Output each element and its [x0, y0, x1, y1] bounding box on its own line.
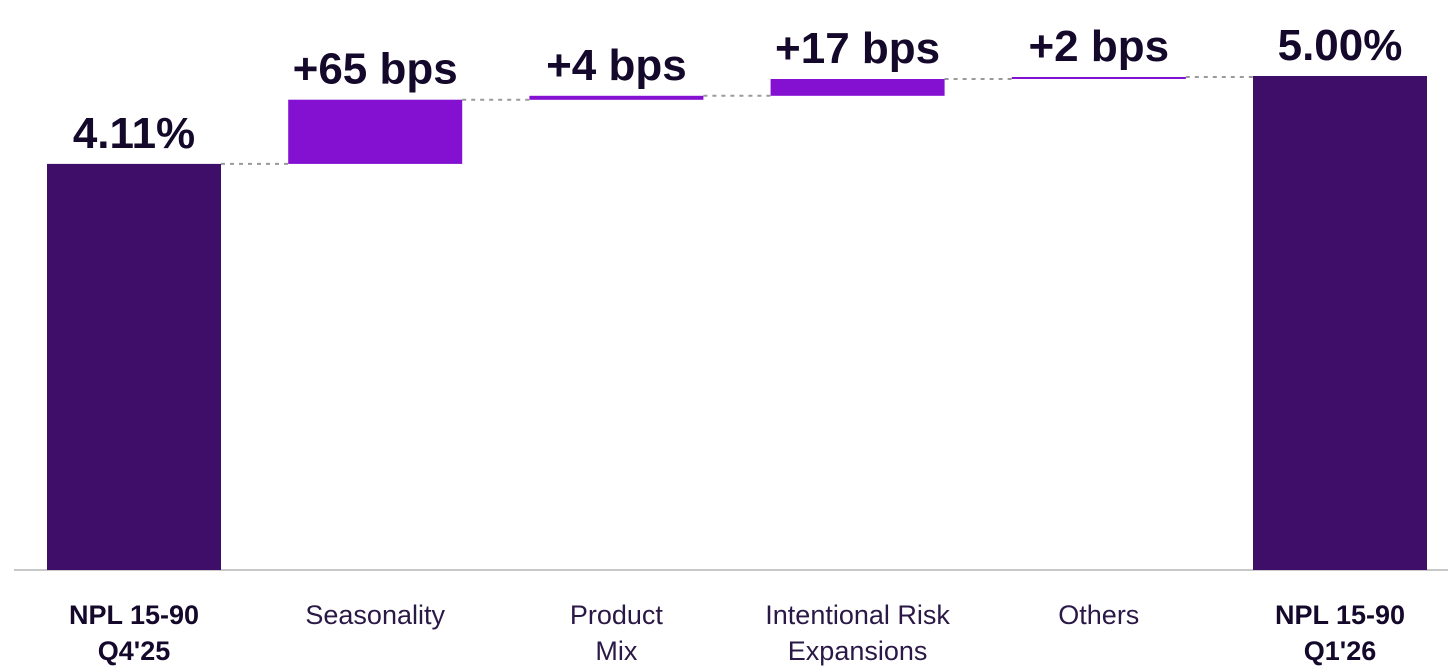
- category-label-line: Seasonality: [305, 600, 445, 630]
- category-label-line: Q1'26: [1304, 636, 1376, 666]
- category-label-line: Expansions: [788, 636, 928, 666]
- category-label-line: Product: [570, 600, 664, 630]
- delta-bar: [288, 99, 463, 164]
- category-label: NPL 15-90 Q4'25: [69, 600, 199, 666]
- category-label-line: Others: [1058, 600, 1139, 630]
- total-bar: [1253, 76, 1427, 570]
- category-label: NPL 15-90 Q1'26: [1275, 600, 1405, 666]
- category-label-line: Mix: [595, 636, 637, 666]
- delta-bar: [1011, 77, 1186, 79]
- value-label: +2 bps: [1028, 22, 1169, 71]
- bar-group: [47, 76, 1427, 570]
- category-label: Intentional Risk Expansions: [765, 600, 950, 666]
- connector-group: [221, 76, 1253, 165]
- value-label-group: 4.11% +65 bps +4 bps +17 bps +2 bps 5.00%: [73, 21, 1403, 158]
- category-label-line: NPL 15-90: [1275, 600, 1405, 630]
- category-label: Others: [1058, 600, 1139, 630]
- category-label: Product Mix: [570, 600, 664, 666]
- value-label: +4 bps: [546, 41, 687, 90]
- delta-bar: [770, 79, 945, 96]
- category-label-group: NPL 15-90 Q4'25 Seasonality Product Mix Inten…: [69, 600, 1405, 666]
- category-label-line: Q4'25: [98, 636, 170, 666]
- value-label: 5.00%: [1278, 21, 1403, 70]
- value-label: +17 bps: [775, 24, 940, 73]
- value-label: 4.11%: [73, 109, 195, 158]
- value-label: +65 bps: [293, 45, 458, 94]
- total-bar: [47, 163, 221, 570]
- delta-bar: [529, 95, 704, 100]
- category-label-line: Intentional Risk: [765, 600, 950, 630]
- category-label-line: NPL 15-90: [69, 600, 199, 630]
- category-label: Seasonality: [305, 600, 445, 630]
